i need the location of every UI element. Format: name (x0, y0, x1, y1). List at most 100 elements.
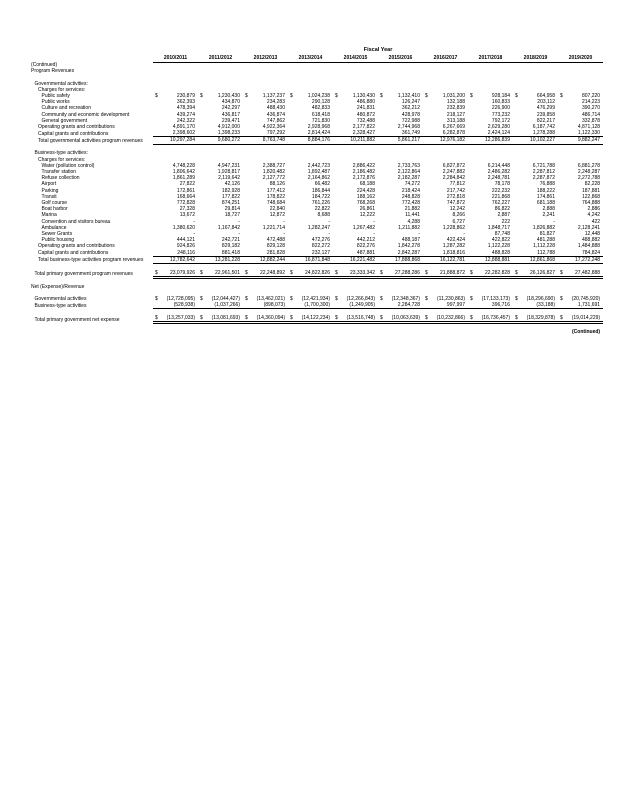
value-cell: 126,247 (378, 99, 423, 105)
cell-value: - (328, 218, 330, 225)
cell-value: 218,424 (401, 187, 420, 194)
cell-value: 78,178 (494, 181, 510, 188)
row-label: Program Revenues (31, 68, 75, 75)
value-cell: 2,164,862 (288, 175, 333, 181)
value-cell: 747,862 (243, 118, 288, 124)
cell-value: (14,122,234) (301, 315, 330, 322)
value-cell: 242,322 (153, 118, 198, 124)
value-cell: 6,721,788 (513, 163, 558, 169)
value-cell: 12,861,868 (513, 256, 558, 264)
value-cell: 2,388,727 (243, 163, 288, 169)
value-cell: - (243, 219, 288, 225)
cell-value: 434,870 (221, 99, 240, 106)
value-cell: 1,122,330 (558, 130, 604, 138)
row-label: (Continued) (31, 62, 58, 68)
cell-value: 1,228,862 (442, 224, 465, 231)
cell-value: 829,182 (221, 243, 240, 250)
dollar-sign: $ (155, 295, 158, 302)
value-cell: 2,122,864 (378, 169, 423, 175)
table-row: Total primary government net expense $ (13… (31, 315, 604, 325)
value-cell: 241,831 (333, 105, 378, 111)
value-cell: 74,272 (378, 181, 423, 187)
cell-value: 1,287,282 (442, 243, 465, 250)
cell-value: (18,329,878) (526, 315, 555, 322)
value-cell: 1,380,620 (153, 225, 198, 231)
cell-value: 482,833 (311, 105, 330, 112)
value-cell: 2,629,280 (468, 124, 513, 130)
cell-value: 390,270 (581, 105, 601, 112)
cell-value: 2,442,723 (307, 162, 330, 169)
value-cell: 132,188 (423, 99, 468, 105)
value-cell: 482,833 (288, 105, 333, 111)
cell-value: 1,282,247 (307, 224, 330, 231)
value-cell: 8,763,748 (243, 136, 288, 145)
value-cell: 442,212 (333, 237, 378, 243)
value-cell: 178,822 (243, 194, 288, 200)
cell-value: 230,879 (176, 93, 195, 99)
cell-value: 1,820,482 (262, 168, 285, 175)
cell-value: 761,226 (311, 199, 330, 206)
cell-value: 486,714 (581, 111, 601, 118)
table-row: Public safety $230,879 $1,230,430 $1,137,23… (31, 93, 603, 99)
table-row: Airport 27,822 42,126 88,126 66,482 68,188 74,… (31, 181, 603, 187)
value-cell: 732,488 (333, 118, 378, 124)
value-cell: 722,988 (378, 118, 423, 124)
value-cell: 186,844 (288, 188, 333, 194)
value-cell: 488,430 (243, 105, 288, 111)
cell-value: 481,288 (536, 237, 555, 244)
value-cell: 4,242 (558, 212, 603, 218)
row-label: Charges for services: (38, 156, 86, 163)
row-label: Boat harbor (41, 206, 68, 213)
cell-value: 17,272,248 (575, 256, 601, 263)
table-header: Fiscal Year 2010/2011 2011/2012 2012/2013 2… (31, 44, 604, 63)
cell-value: 182,928 (221, 187, 240, 194)
value-cell: 77,812 (423, 181, 468, 187)
cell-value: 188,222 (536, 187, 555, 194)
value-cell: $ (12,421,934) (288, 296, 333, 302)
value-cell: 22,840 (243, 206, 288, 212)
value-cell: 78,178 (468, 181, 513, 187)
row-label: General government (41, 117, 88, 124)
row-label: Total business-type activities program r… (38, 257, 144, 264)
table-body: (Continued) Program Revenues Governmental … (31, 62, 604, 335)
table-row: Water (pollution control) 4,748,228 4,947,… (31, 163, 603, 169)
value-cell: $ (17,133,173) (468, 296, 513, 302)
value-cell: 76,888 (513, 181, 558, 187)
value-cell: 221,868 (468, 194, 513, 200)
value-cell: 6,827,872 (423, 163, 468, 169)
value-cell: 16,871,848 (288, 256, 333, 264)
value-cell: 6,881,278 (558, 163, 603, 169)
cell-value: 1,122,330 (577, 130, 601, 137)
cell-value: 9,680,272 (217, 137, 240, 144)
cell-value: 10,297,284 (169, 137, 195, 144)
value-cell: 12,976,182 (423, 136, 468, 145)
cell-value: 4,912,000 (217, 124, 240, 131)
cell-value: 422,424 (446, 237, 465, 244)
row-label: Total primary government program revenue… (34, 271, 133, 278)
cell-value: 2,424,124 (487, 130, 510, 137)
cell-value: 4,288 (407, 218, 420, 225)
table-row: Sewer Grants - - - - - - - 87,748 81,827 12,448 (31, 231, 603, 237)
value-cell: 10,211,882 (333, 136, 378, 145)
table-row: Governmental activities: (31, 81, 603, 87)
cell-value: 422,822 (491, 237, 510, 244)
cell-value: 222 (501, 218, 510, 225)
value-cell: 290,128 (288, 99, 333, 105)
cell-value: 2,928,968 (307, 124, 330, 131)
value-cell: 222 (468, 219, 513, 225)
row-label: Sewer Grants (41, 230, 73, 237)
value-cell: 226,900 (468, 105, 513, 111)
value-cell: 2,241 (513, 212, 558, 218)
value-cell: 66,482 (288, 181, 333, 187)
value-cell: 362,212 (378, 105, 423, 111)
cell-value: 361,749 (401, 130, 420, 137)
cell-value: 874,251 (221, 199, 240, 206)
cell-value: (18,296,690) (526, 295, 555, 302)
value-cell: 6,282,878 (423, 130, 468, 138)
value-cell: 2,287,812 (513, 169, 558, 175)
cell-value: 239,858 (536, 111, 555, 118)
cell-value: 1,818,816 (442, 249, 465, 256)
value-cell: 1,398,233 (198, 130, 243, 138)
value-cell: 177,822 (198, 194, 243, 200)
year-column-header: 2015/2016 (378, 53, 423, 63)
